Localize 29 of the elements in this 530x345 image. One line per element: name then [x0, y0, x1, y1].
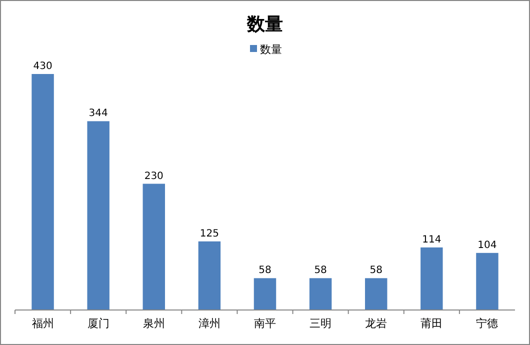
data-label: 58: [370, 265, 382, 276]
x-tick-label: 南平: [254, 317, 276, 330]
x-tick-label: 漳州: [198, 317, 220, 330]
x-tick-label: 三明: [310, 317, 332, 330]
data-label: 58: [258, 265, 272, 276]
bar: [420, 247, 443, 310]
x-tick-label: 厦门: [87, 317, 110, 330]
data-label: 58: [314, 265, 327, 276]
x-tick-label: 宁德: [476, 317, 498, 330]
data-label: 230: [144, 170, 164, 182]
x-tick-label: 福州: [32, 317, 54, 330]
data-label: 125: [200, 228, 219, 240]
x-tick-label: 泉州: [142, 317, 165, 330]
bar: [32, 74, 54, 310]
bar: [254, 278, 276, 310]
bar: [309, 278, 332, 310]
x-tick-label: 龙岩: [365, 317, 388, 330]
chart-title: 数量: [246, 14, 283, 35]
data-label: 430: [33, 61, 52, 72]
bar: [87, 121, 110, 310]
legend-label: 数量: [260, 43, 282, 56]
x-tick-label: 莆田: [420, 317, 443, 330]
bar: [198, 241, 221, 310]
data-label: 344: [88, 108, 108, 120]
bar: [142, 184, 165, 310]
data-label: 104: [478, 240, 497, 251]
bar: [476, 252, 498, 310]
bar: [365, 278, 388, 310]
data-label: 114: [422, 234, 442, 246]
